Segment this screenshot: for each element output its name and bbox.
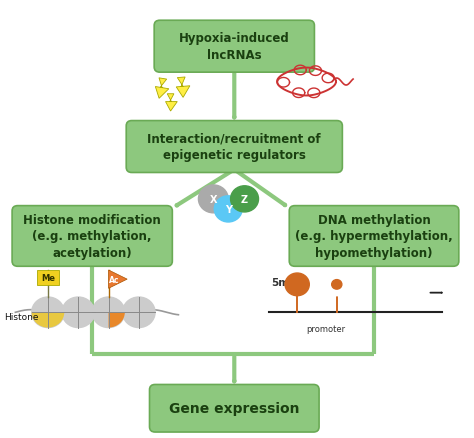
FancyBboxPatch shape	[154, 21, 314, 73]
FancyBboxPatch shape	[149, 385, 319, 432]
Text: Z: Z	[241, 194, 248, 205]
Circle shape	[332, 280, 342, 290]
Text: Gene expression: Gene expression	[169, 401, 300, 415]
Text: X: X	[210, 194, 217, 205]
FancyBboxPatch shape	[37, 270, 59, 285]
FancyBboxPatch shape	[126, 121, 342, 173]
Text: promoter: promoter	[307, 325, 346, 334]
Text: Interaction/recruitment of
epigenetic regulators: Interaction/recruitment of epigenetic re…	[147, 132, 321, 162]
Circle shape	[122, 297, 155, 328]
Circle shape	[92, 297, 125, 328]
Wedge shape	[109, 313, 125, 328]
Text: 5mC: 5mC	[272, 277, 297, 287]
Polygon shape	[109, 270, 127, 289]
Polygon shape	[155, 79, 169, 99]
Polygon shape	[165, 95, 177, 112]
Circle shape	[199, 185, 228, 213]
Circle shape	[32, 297, 64, 328]
FancyBboxPatch shape	[289, 206, 459, 267]
Circle shape	[230, 186, 258, 212]
Text: Histone modification
(e.g. methylation,
acetylation): Histone modification (e.g. methylation, …	[23, 213, 161, 259]
Text: Me: Me	[41, 273, 55, 282]
FancyBboxPatch shape	[12, 206, 173, 267]
Circle shape	[325, 273, 349, 296]
Text: Histone: Histone	[4, 312, 38, 321]
Circle shape	[285, 273, 310, 296]
Wedge shape	[32, 313, 64, 328]
Text: DNA methylation
(e.g. hypermethylation,
hypomethylation): DNA methylation (e.g. hypermethylation, …	[295, 213, 453, 259]
Polygon shape	[176, 78, 190, 98]
Text: Ac: Ac	[109, 275, 119, 284]
Text: Hypoxia-induced
lncRNAs: Hypoxia-induced lncRNAs	[179, 32, 290, 62]
Text: Y: Y	[225, 205, 232, 215]
Circle shape	[62, 297, 94, 328]
Circle shape	[214, 196, 242, 223]
